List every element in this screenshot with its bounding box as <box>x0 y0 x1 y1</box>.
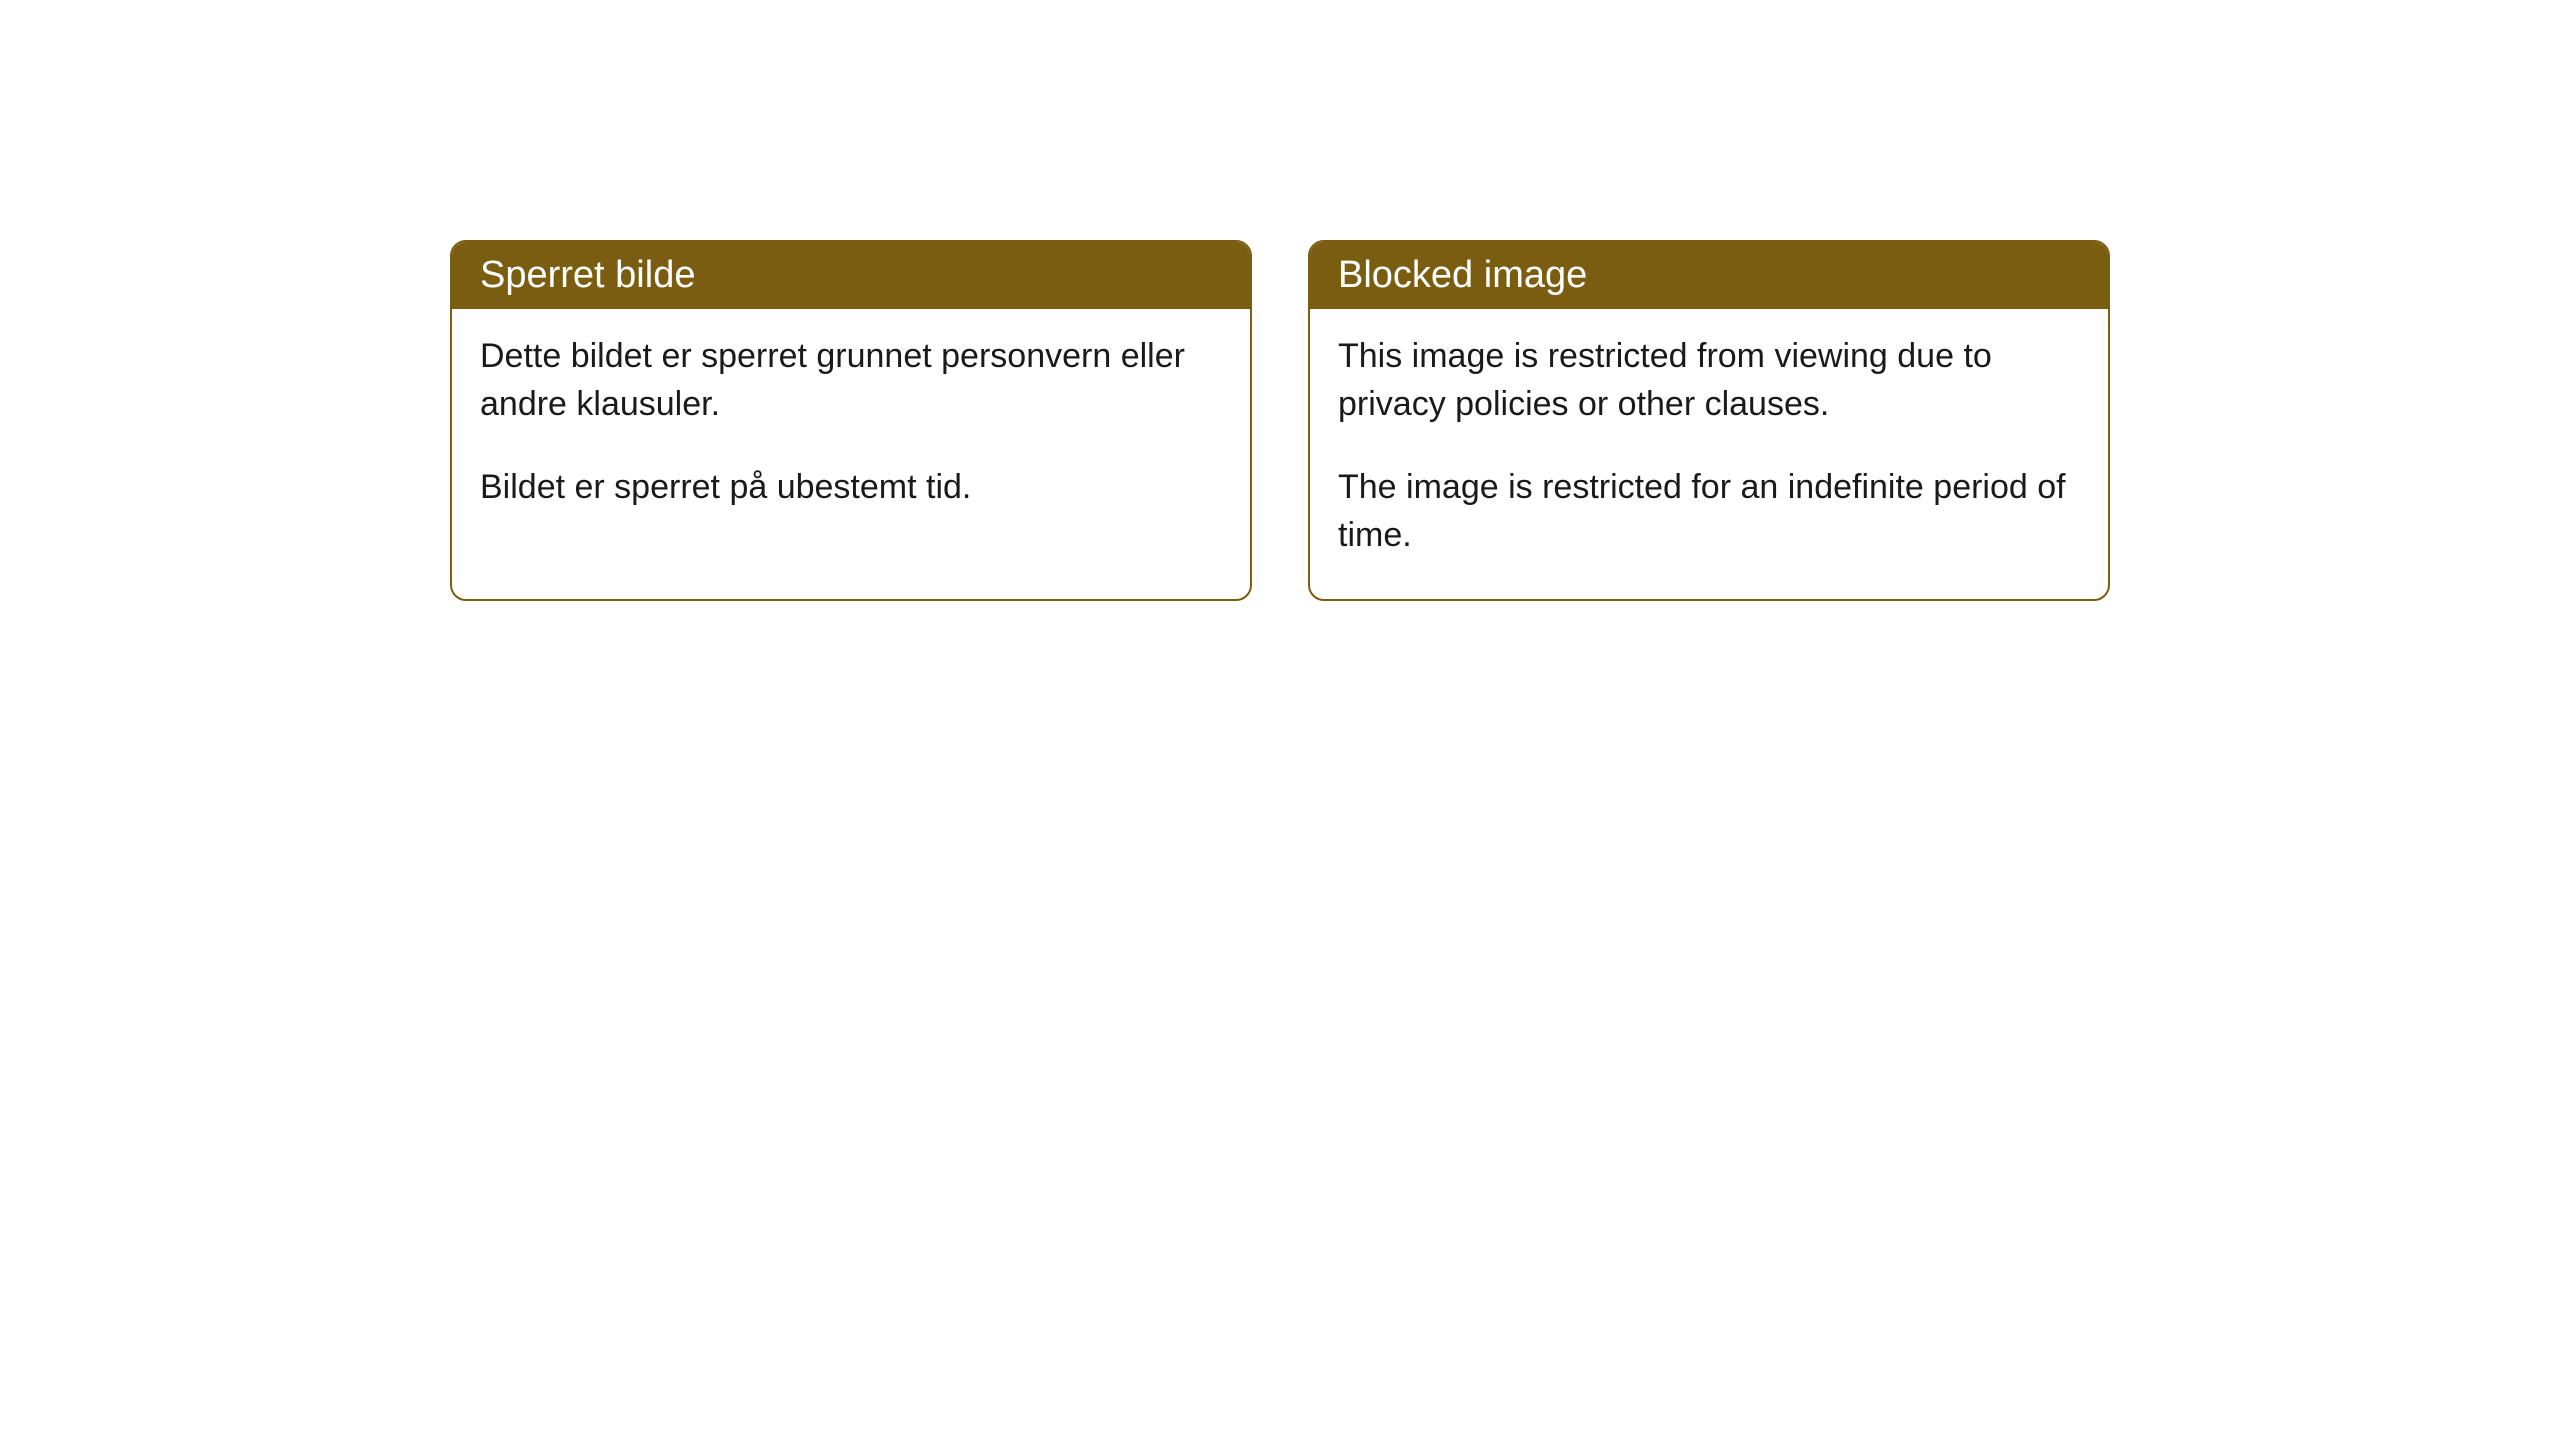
card-title: Sperret bilde <box>480 254 695 296</box>
card-header: Sperret bilde <box>452 242 1250 309</box>
card-paragraph-1: This image is restricted from viewing du… <box>1338 333 2080 428</box>
notice-card-norwegian: Sperret bilde Dette bildet er sperret gr… <box>450 240 1252 601</box>
card-body: This image is restricted from viewing du… <box>1310 309 2108 599</box>
card-paragraph-1: Dette bildet er sperret grunnet personve… <box>480 333 1222 428</box>
notice-cards-container: Sperret bilde Dette bildet er sperret gr… <box>450 240 2110 601</box>
card-header: Blocked image <box>1310 242 2108 309</box>
notice-card-english: Blocked image This image is restricted f… <box>1308 240 2110 601</box>
card-title: Blocked image <box>1338 254 1587 296</box>
card-body: Dette bildet er sperret grunnet personve… <box>452 309 1250 552</box>
card-paragraph-2: The image is restricted for an indefinit… <box>1338 464 2080 559</box>
card-paragraph-2: Bildet er sperret på ubestemt tid. <box>480 464 1222 512</box>
